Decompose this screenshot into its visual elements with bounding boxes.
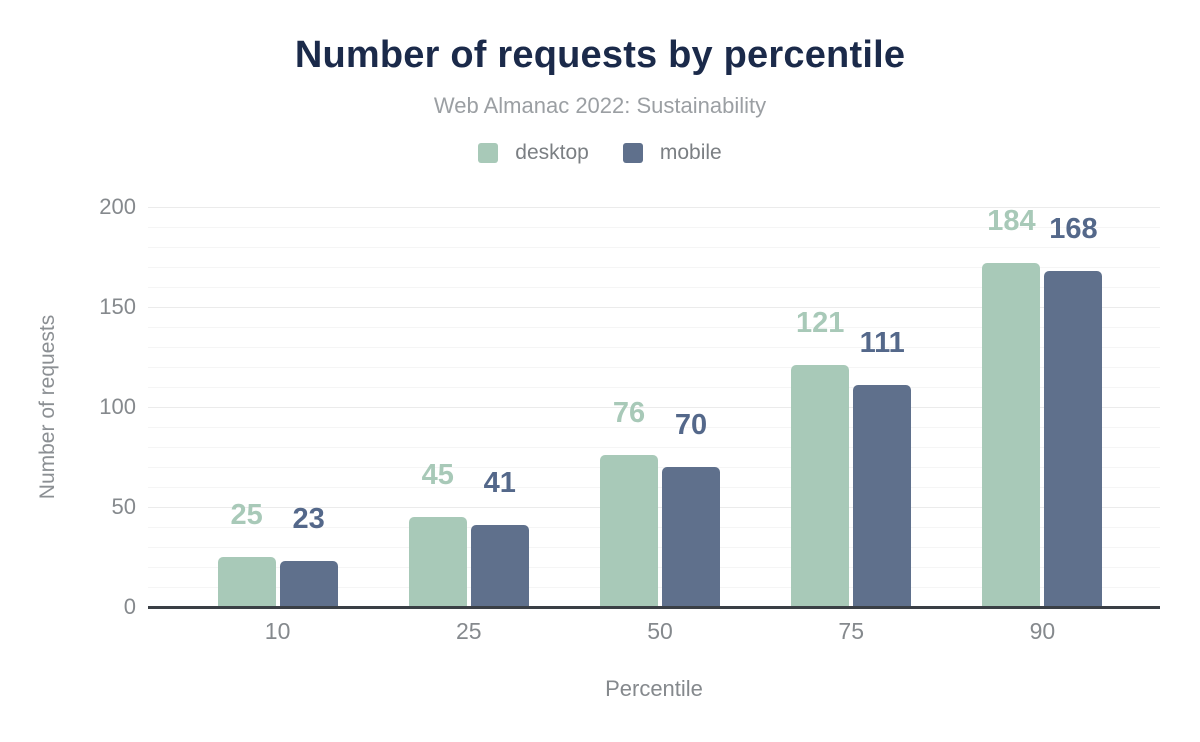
minor-gridline-170 [148, 267, 1160, 268]
legend-label-mobile: mobile [659, 141, 722, 164]
bar-label-mobile-75: 111 [859, 327, 905, 359]
x-axis-line [148, 606, 1160, 609]
minor-gridline-80 [148, 447, 1160, 448]
category-group-50: 76 70 [564, 207, 755, 607]
minor-gridline-140 [148, 327, 1160, 328]
legend: desktop mobile [0, 141, 1200, 165]
bar-label-desktop-10: 25 [230, 499, 263, 531]
bar-wrap-desktop-25: 45 [408, 207, 467, 607]
x-tick-10: 10 [264, 618, 291, 644]
bar-mobile-75[interactable] [853, 385, 912, 607]
bar-desktop-75[interactable] [791, 365, 850, 607]
category-group-90: 184 168 [947, 207, 1138, 607]
bar-wrap-desktop-90: 184 [982, 205, 1041, 607]
plot-area: 25 23 45 41 76 70 121 111 184 168 [148, 207, 1160, 609]
legend-item-mobile[interactable]: mobile [622, 141, 722, 165]
y-tick-0: 0 [123, 594, 136, 619]
minor-gridline-180 [148, 247, 1160, 248]
legend-swatch-mobile [622, 143, 643, 163]
legend-item-desktop[interactable]: desktop [478, 141, 589, 165]
bar-wrap-desktop-10: 25 [217, 207, 276, 607]
major-gridline-200 [148, 207, 1160, 208]
bar-desktop-10[interactable] [217, 557, 276, 607]
category-group-25: 45 41 [373, 207, 564, 607]
legend-label-desktop: desktop [515, 141, 589, 164]
x-axis-ticks: 10 25 50 75 90 [182, 618, 1138, 645]
major-gridline-100 [148, 407, 1160, 408]
minor-gridline-160 [148, 287, 1160, 288]
bar-mobile-25[interactable] [470, 525, 529, 607]
bar-wrap-mobile-90: 168 [1044, 207, 1103, 607]
y-tick-200: 200 [99, 194, 136, 219]
major-gridline-150 [148, 307, 1160, 308]
category-group-10: 25 23 [182, 207, 373, 607]
y-tick-100: 100 [99, 394, 136, 419]
bar-desktop-50[interactable] [600, 455, 658, 607]
bar-label-desktop-75: 121 [796, 307, 845, 339]
minor-gridline-110 [148, 387, 1160, 388]
bar-wrap-desktop-50: 76 [600, 207, 658, 607]
bar-label-desktop-50: 76 [612, 397, 646, 429]
bar-label-mobile-50: 70 [674, 409, 708, 441]
minor-gridline-120 [148, 367, 1160, 368]
bar-mobile-50[interactable] [662, 467, 720, 607]
bar-mobile-10[interactable] [279, 561, 338, 607]
bar-label-mobile-25: 41 [483, 467, 516, 499]
bar-band: 25 23 45 41 76 70 121 111 184 168 [182, 207, 1138, 607]
x-tick-75: 75 [838, 618, 864, 644]
bar-wrap-mobile-25: 41 [470, 207, 529, 607]
x-tick-90: 90 [1029, 618, 1056, 644]
bar-wrap-desktop-75: 121 [791, 207, 850, 607]
x-tick-50: 50 [647, 618, 673, 644]
minor-gridline-130 [148, 347, 1160, 348]
chart-subtitle: Web Almanac 2022: Sustainability [433, 93, 767, 118]
y-tick-50: 50 [111, 494, 136, 519]
minor-gridline-190 [148, 227, 1160, 228]
legend-swatch-desktop [478, 143, 499, 163]
chart-title: Number of requests by percentile [294, 34, 906, 76]
bar-desktop-90[interactable] [982, 263, 1041, 607]
x-tick-25: 25 [456, 618, 482, 644]
bar-label-mobile-10: 23 [292, 503, 325, 535]
y-tick-150: 150 [99, 294, 136, 319]
bar-label-desktop-25: 45 [421, 459, 454, 491]
bar-wrap-mobile-50: 70 [662, 207, 720, 607]
bar-wrap-mobile-10: 23 [279, 207, 338, 607]
bar-label-desktop-90: 184 [987, 205, 1036, 237]
bar-label-mobile-90: 168 [1049, 213, 1098, 245]
bar-mobile-90[interactable] [1044, 271, 1103, 607]
bar-desktop-25[interactable] [408, 517, 467, 607]
x-axis-title: Percentile [605, 676, 703, 701]
bar-wrap-mobile-75: 111 [853, 207, 912, 607]
minor-gridline-90 [148, 427, 1160, 428]
category-group-75: 121 111 [756, 207, 947, 607]
